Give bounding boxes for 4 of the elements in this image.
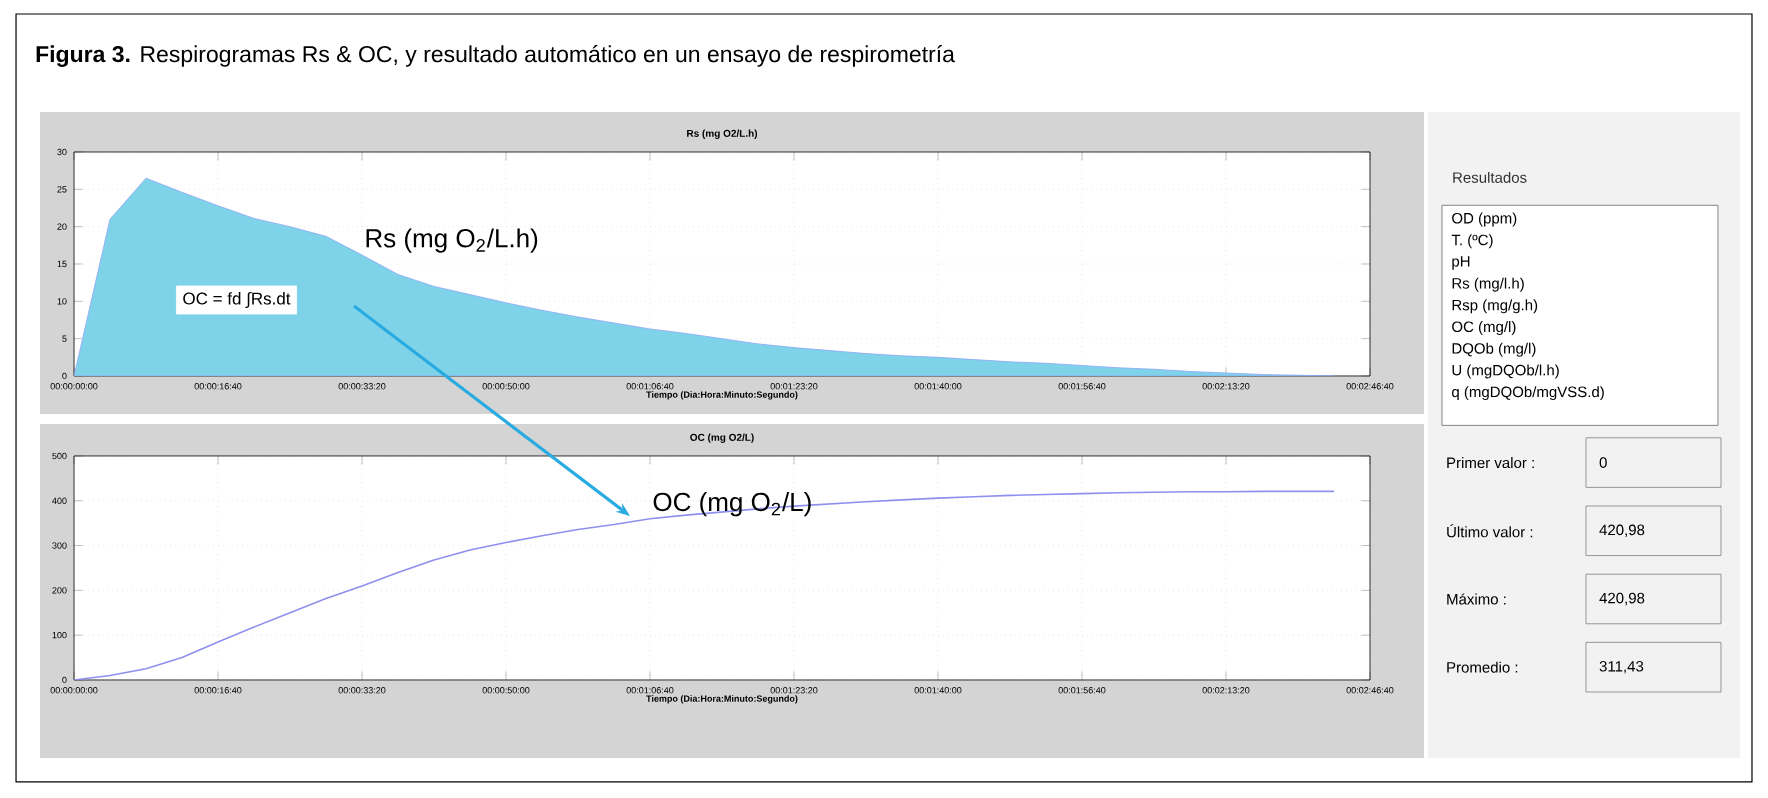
annotation: OC = fd ∫Rs.dt (183, 291, 291, 309)
annotation: Rs (mg O$_{2}$/L.h) (366, 228, 538, 253)
annotation: OC (mg O$_{2}$/L) (653, 492, 811, 517)
text: Figura 3. Respirogramas Rs & OC, y resultado automático en un ensayo de respirometría (36, 45, 955, 67)
